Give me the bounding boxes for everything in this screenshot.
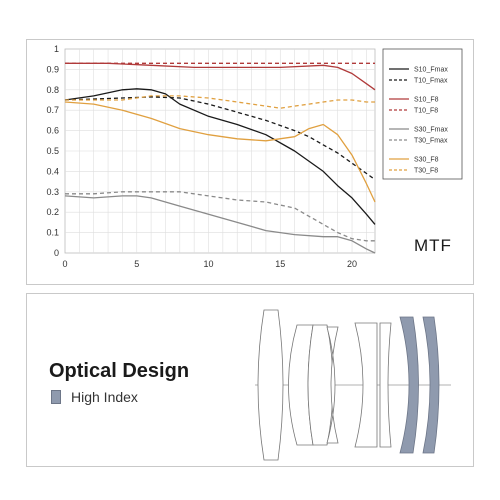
lens-diagram — [255, 309, 451, 461]
y-tick-label: 0.4 — [46, 166, 59, 176]
series-line-s10-fmax — [64, 88, 376, 225]
lens-element-1 — [257, 309, 284, 461]
legend-label: S10_F8 — [414, 97, 439, 104]
y-tick-label: 0.7 — [46, 105, 59, 115]
x-tick-label: 15 — [275, 259, 285, 269]
optical-design-title: Optical Design — [49, 360, 190, 382]
legend-label: T30_Fmax — [414, 138, 448, 145]
series-line-t10-fmax — [64, 96, 376, 181]
y-tick-label: 0.3 — [46, 187, 59, 197]
series-line-s30-fmax — [64, 195, 376, 254]
y-tick-label: 0.9 — [46, 64, 59, 74]
lens-element-4 — [326, 326, 339, 444]
legend-label: S10_Fmax — [414, 67, 448, 74]
series-line-s10-f8 — [65, 62, 376, 91]
mtf-label: MTF — [414, 236, 452, 255]
y-tick-label: 0.5 — [46, 146, 59, 156]
y-tick-label: 1 — [54, 44, 59, 54]
legend-label: T30_F8 — [414, 168, 438, 175]
high-index-lens-2 — [422, 316, 440, 454]
x-tick-label: 10 — [204, 259, 214, 269]
x-tick-label: 5 — [134, 259, 139, 269]
chart-legend: S10_Fmax T10_Fmax S10_F8 T10_F8 S30_Fmax T30_… — [382, 48, 463, 180]
lens-element-5 — [354, 322, 378, 448]
y-tick-label: 0 — [54, 248, 59, 258]
legend-label: S30_Fmax — [414, 127, 448, 134]
lens-element-6 — [379, 322, 392, 448]
optical-design-panel: Optical Design High Index — [26, 293, 474, 467]
y-tick-label: 0.2 — [46, 207, 59, 217]
mtf-chart: 00.10.20.30.40.50.60.70.80.910 5 10 15 20 S1… — [46, 44, 463, 269]
legend-label: T10_F8 — [414, 108, 438, 115]
series-line-t30-fmax — [65, 191, 375, 242]
chart-series — [64, 62, 376, 254]
chart-grid — [64, 48, 376, 254]
series-line-s30-f8 — [64, 101, 376, 203]
high-index-swatch — [51, 390, 61, 404]
high-index-label: High Index — [71, 389, 138, 405]
mtf-panel: 0 0.1 0.2 0.3 0.4 0.5 0.6 0.7 0.8 0.9 1 0 5 10 15 20 S1… — [26, 39, 474, 285]
y-tick-label: 0.1 — [46, 228, 59, 238]
chart-ticks: 00.10.20.30.40.50.60.70.80.910 5 10 15 20 — [46, 44, 357, 269]
x-tick-label: 0 — [62, 259, 67, 269]
y-tick-label: 0.8 — [46, 85, 59, 95]
y-tick-label: 0.6 — [46, 126, 59, 136]
x-tick-label: 20 — [347, 259, 357, 269]
series-line-t30-f8 — [65, 95, 375, 109]
high-index-lens-1 — [399, 316, 419, 454]
legend-label: T10_Fmax — [414, 78, 448, 85]
legend-box — [382, 48, 463, 180]
legend-label: S30_F8 — [414, 157, 439, 164]
lens-element-3 — [307, 324, 334, 446]
